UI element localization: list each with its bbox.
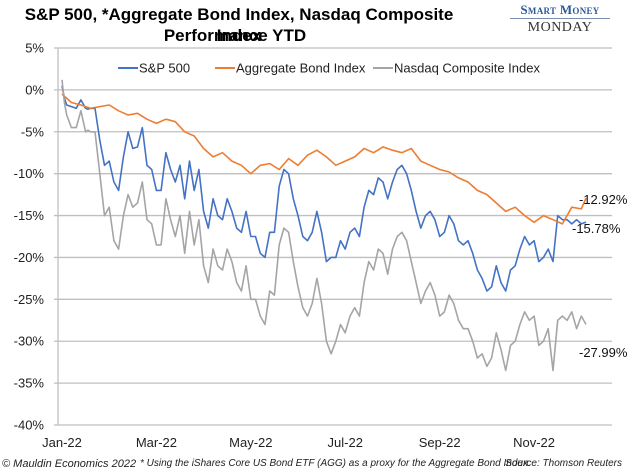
x-tick-label: Jan-22 xyxy=(42,435,82,450)
gridlines xyxy=(54,47,612,426)
source-text: Source: Thomson Reuters xyxy=(505,458,622,469)
y-tick-label: -35% xyxy=(14,376,45,391)
x-tick-label: May-22 xyxy=(229,435,272,450)
y-tick-label: -10% xyxy=(14,166,45,181)
y-tick-label: -20% xyxy=(14,250,45,265)
x-tick-label: Sep-22 xyxy=(419,435,461,450)
brand-logo: Smart Money MONDAY xyxy=(504,3,616,35)
legend-label: S&P 500 xyxy=(139,61,190,76)
y-tick-label: -15% xyxy=(14,208,45,223)
chart-title: S&P 500, *Aggregate Bond Index, Nasdaq C… xyxy=(24,5,454,45)
legend-label: Aggregate Bond Index xyxy=(236,61,366,76)
y-tick-label: 5% xyxy=(25,41,44,56)
y-tick-label: -5% xyxy=(21,124,45,139)
x-tick-label: Jul-22 xyxy=(328,435,363,450)
series-line-s-p-500 xyxy=(61,85,587,292)
end-value-label: -27.99% xyxy=(579,345,628,360)
legend-item: Nasdaq Composite Index xyxy=(373,61,540,76)
legend-item: Aggregate Bond Index xyxy=(215,61,366,76)
legend-item: S&P 500 xyxy=(118,61,190,76)
footnote-text: * Using the iShares Core US Bond ETF (AG… xyxy=(140,458,531,469)
x-tick-label: Nov-22 xyxy=(513,435,555,450)
copyright-text: © Mauldin Economics 2022 xyxy=(2,458,137,470)
y-axis-ticks: 5% 0% -5% -10% -15% -20% -25% -30% -35% -40% xyxy=(14,41,45,433)
series-line-nasdaq-composite-index xyxy=(61,79,587,372)
end-value-label: -15.78% xyxy=(572,221,621,236)
legend-label: Nasdaq Composite Index xyxy=(394,61,540,76)
legend: S&P 500 Aggregate Bond Index Nasdaq Compos… xyxy=(118,61,540,76)
brand-line-2: MONDAY xyxy=(527,20,593,35)
y-tick-label: 0% xyxy=(25,82,44,97)
end-labels: -15.78% -12.92% -27.99% xyxy=(572,192,628,360)
brand-divider xyxy=(510,18,610,19)
x-axis-ticks: Jan-22 Mar-22 May-22 Jul-22 Sep-22 Nov-22 xyxy=(42,435,555,450)
y-tick-label: -30% xyxy=(14,334,45,349)
brand-line-1: Smart Money xyxy=(520,2,600,17)
series-lines xyxy=(61,79,587,372)
series-line-aggregate-bond-index xyxy=(61,93,587,225)
x-tick-label: Mar-22 xyxy=(136,435,177,450)
y-tick-label: -25% xyxy=(14,292,45,307)
chart-subtitle: Performance YTD xyxy=(163,26,307,45)
end-value-label: -12.92% xyxy=(579,192,628,207)
y-tick-label: -40% xyxy=(14,418,45,433)
